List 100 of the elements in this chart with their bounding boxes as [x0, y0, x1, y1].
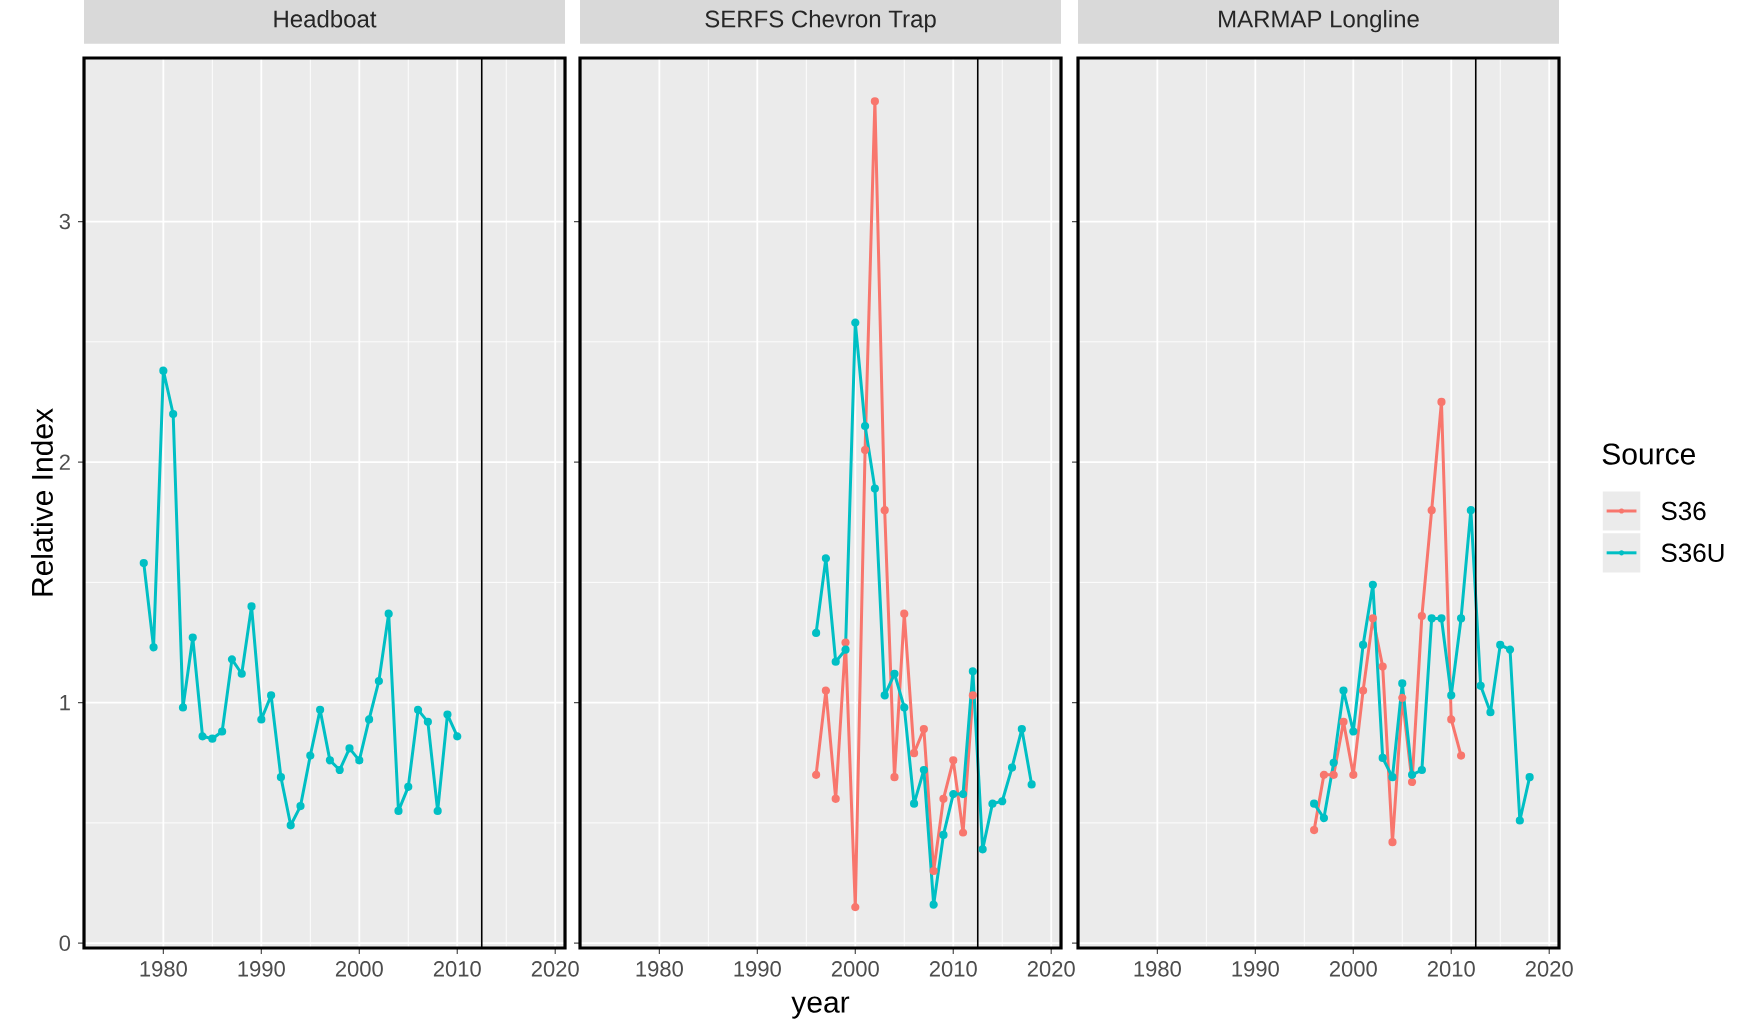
y-axis-title: Relative Index	[30, 408, 53, 596]
point	[831, 657, 840, 666]
point	[276, 773, 286, 782]
point	[1407, 777, 1417, 787]
point	[413, 705, 423, 714]
point	[286, 821, 295, 830]
point	[325, 756, 334, 765]
x-tick-label: 2010	[433, 961, 481, 977]
x-tick-label: 2000	[1329, 961, 1377, 977]
point	[870, 484, 879, 493]
point	[1515, 816, 1524, 825]
point	[1417, 765, 1426, 775]
point	[841, 645, 850, 654]
point	[1349, 770, 1358, 779]
x-tick-label: 1980	[636, 961, 683, 977]
point	[1310, 799, 1319, 808]
point	[1476, 681, 1485, 690]
y-tick-label: 2	[59, 454, 70, 470]
point	[374, 676, 383, 686]
chart-title: SERFS Chevron Trap	[705, 9, 936, 33]
point	[1329, 758, 1338, 767]
point	[384, 609, 393, 618]
point	[227, 655, 237, 664]
point	[978, 845, 987, 854]
point	[1017, 724, 1026, 734]
point	[1358, 686, 1368, 695]
point	[860, 445, 870, 455]
point	[335, 765, 344, 775]
point	[1447, 715, 1456, 724]
point	[939, 830, 948, 840]
point	[1329, 770, 1338, 779]
point	[247, 602, 256, 611]
point	[1310, 826, 1319, 835]
point	[178, 703, 188, 712]
point	[812, 628, 821, 637]
point	[900, 609, 909, 618]
point	[841, 638, 850, 647]
point	[929, 866, 938, 876]
legend-label: S36	[1661, 501, 1706, 521]
point	[900, 703, 909, 712]
point	[919, 765, 928, 775]
point	[355, 756, 364, 765]
x-tick-label: 2010	[929, 961, 977, 977]
point	[998, 797, 1007, 806]
point	[821, 686, 831, 695]
point	[851, 318, 860, 327]
point	[1368, 580, 1377, 589]
point	[870, 97, 879, 106]
point	[345, 744, 354, 753]
point	[1398, 679, 1407, 688]
point	[394, 806, 403, 815]
point	[1319, 814, 1328, 823]
x-tick-label: 1980	[1134, 961, 1181, 977]
y-tick-label: 0	[59, 935, 71, 951]
point	[1437, 397, 1446, 407]
point	[267, 691, 276, 700]
point	[1339, 717, 1348, 726]
point	[453, 732, 462, 741]
legend-title: Source	[1602, 443, 1695, 465]
point	[880, 506, 889, 515]
chart-title: MARMAP Longline	[1219, 9, 1419, 33]
point	[208, 734, 217, 743]
y-tick-label: 1	[60, 695, 70, 711]
point	[1339, 686, 1348, 695]
x-tick-label: 2000	[335, 961, 383, 977]
point	[909, 749, 919, 758]
x-tick-label: 2000	[831, 961, 879, 977]
point	[860, 421, 870, 431]
point	[218, 727, 227, 736]
point	[988, 799, 997, 808]
point	[1398, 693, 1407, 702]
legend-label: S36U	[1661, 543, 1724, 563]
point	[1368, 614, 1377, 623]
point	[831, 794, 840, 803]
point	[880, 691, 889, 700]
point	[1505, 645, 1515, 654]
point	[939, 794, 948, 803]
point	[958, 789, 968, 799]
point	[890, 669, 899, 678]
point	[909, 799, 919, 808]
point	[1466, 506, 1475, 515]
x-tick-label: 1990	[734, 961, 781, 977]
point	[1027, 780, 1036, 789]
point	[851, 902, 860, 912]
point	[1456, 751, 1466, 760]
point	[812, 770, 821, 779]
point	[159, 366, 168, 375]
point	[443, 710, 452, 719]
point	[433, 806, 442, 815]
point	[1486, 708, 1495, 717]
point	[198, 732, 207, 741]
point	[1427, 614, 1436, 623]
point	[257, 715, 266, 724]
point	[139, 559, 148, 568]
x-axis-title: year	[791, 996, 850, 1019]
point	[1388, 773, 1397, 782]
point	[149, 643, 158, 652]
point	[949, 789, 958, 799]
point	[1447, 691, 1456, 700]
x-tick-label: 1990	[1232, 961, 1279, 977]
